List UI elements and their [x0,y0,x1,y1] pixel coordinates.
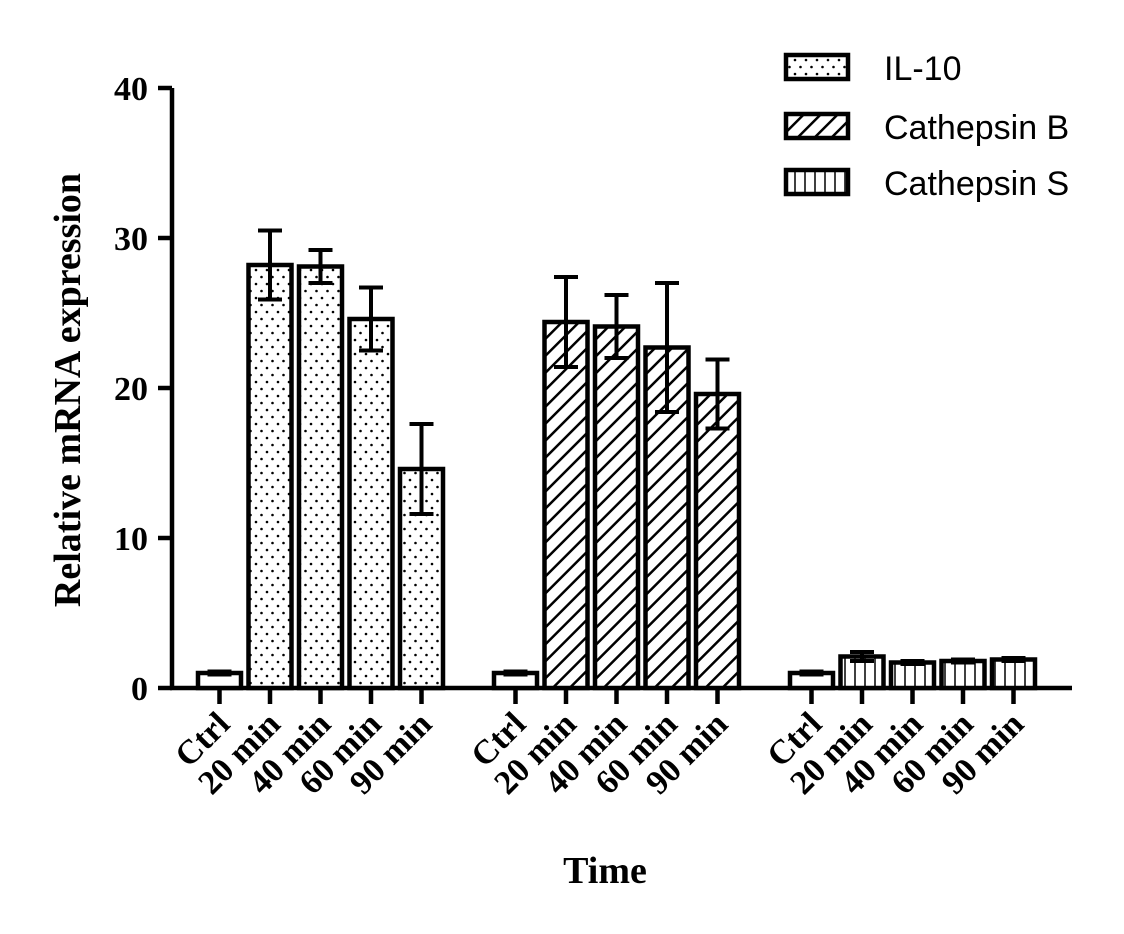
legend-label-cathepsin-s: Cathepsin S [884,165,1069,203]
y-tick-label: 40 [114,71,148,108]
y-tick-label: 10 [114,521,148,558]
bar-cathepsin-s-60-min [939,658,987,691]
legend-swatch-cathepsin-b [783,111,851,141]
bar-cathepsin-b-40-min [592,324,641,691]
y-axis-label: Relative mRNA expression [47,173,89,607]
bar-il-10-40-min [296,264,345,691]
x-axis-label: Time [563,850,647,892]
y-tick-label: 0 [131,671,148,708]
bar-cathepsin-s-40-min [888,660,937,691]
legend-swatch-il-10 [783,52,851,82]
y-tick-label: 30 [114,221,148,258]
bar-il-10-60-min [347,316,395,691]
bar-cathepsin-b-90-min [693,391,742,691]
legend-label-il-10: IL-10 [884,50,962,88]
legend-swatch-cathepsin-s [783,167,851,197]
error-bars [207,228,1026,677]
bar-cathepsin-s-90-min [989,657,1038,691]
bar-cathepsin-b-20-min [542,319,590,691]
y-tick-label: 20 [114,371,148,408]
y-ticks: 0 10 20 30 40 [114,71,172,708]
legend: IL-10 Cathepsin B Cathepsin S [783,50,1069,203]
bar-il-10-20-min [246,262,294,691]
legend-label-cathepsin-b: Cathepsin B [884,109,1069,147]
